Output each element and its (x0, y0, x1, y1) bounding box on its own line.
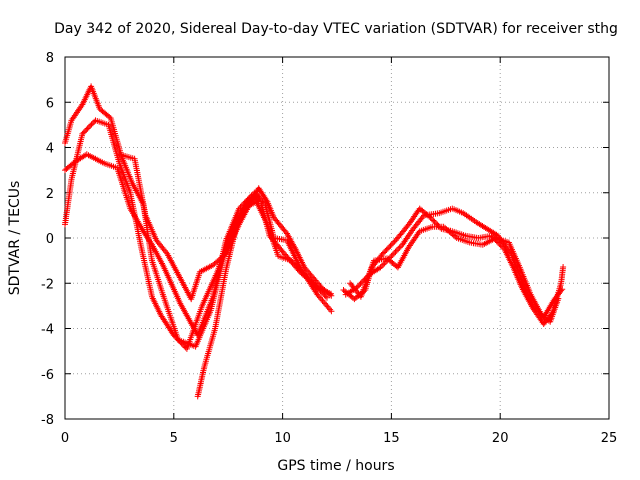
x-tick-label: 25 (601, 431, 618, 446)
series-track-2 (62, 151, 335, 339)
y-tick-label: -8 (41, 413, 54, 428)
series-track-5 (194, 185, 335, 400)
data-series (62, 83, 567, 400)
y-tick-label: -2 (41, 277, 54, 292)
x-tick-label: 0 (61, 431, 69, 446)
x-tick-labels: 0 5 10 15 20 25 (61, 431, 617, 446)
y-axis-label: SDTVAR / TECUs (7, 181, 23, 296)
chart-title: Day 342 of 2020, Sidereal Day-to-day VTE… (54, 21, 618, 37)
x-tick-label: 15 (383, 431, 400, 446)
x-tick-label: 20 (492, 431, 509, 446)
series-track-3 (62, 117, 330, 352)
y-tick-label: 4 (46, 142, 54, 157)
x-tick-label: 10 (274, 431, 291, 446)
y-tick-label: 6 (46, 96, 54, 111)
y-tick-label: -6 (41, 368, 54, 383)
x-tick-label: 5 (170, 431, 178, 446)
y-tick-label: 0 (46, 232, 54, 247)
series-track-8 (347, 223, 562, 325)
y-tick-labels: -8 -6 -4 -2 0 2 4 6 8 (41, 51, 54, 428)
y-tick-label: -4 (41, 323, 54, 338)
y-tick-label: 8 (46, 51, 54, 66)
y-tick-label: 2 (46, 187, 54, 202)
x-axis-label: GPS time / hours (277, 458, 394, 474)
